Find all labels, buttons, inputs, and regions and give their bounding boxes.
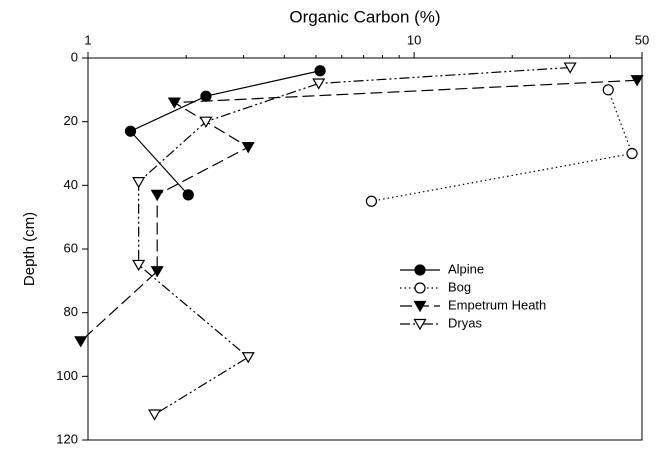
legend-marker <box>414 282 426 294</box>
y-tick-label: 0 <box>71 49 78 64</box>
marker <box>314 65 326 77</box>
legend-label: Bog <box>448 279 471 294</box>
x-tick-label: 50 <box>635 32 649 47</box>
y-tick-label: 80 <box>64 304 78 319</box>
x-tick-label: 10 <box>407 32 421 47</box>
legend-marker <box>414 264 426 276</box>
x-tick-label: 1 <box>84 32 91 47</box>
series-line <box>129 70 321 196</box>
y-tick-label: 100 <box>56 368 78 383</box>
legend-label: Empetrum Heath <box>448 297 546 312</box>
legend-marker <box>413 318 427 331</box>
x-axis-title: Organic Carbon (%) <box>289 7 440 26</box>
marker <box>200 90 212 102</box>
marker <box>199 116 213 128</box>
legend-marker <box>413 300 427 313</box>
marker <box>241 352 255 364</box>
y-axis-title: Depth (cm) <box>21 212 38 286</box>
y-tick-label: 20 <box>64 113 78 128</box>
marker <box>74 336 88 348</box>
marker <box>132 177 146 189</box>
marker <box>365 195 378 207</box>
marker <box>630 75 644 87</box>
marker <box>563 62 577 74</box>
marker <box>167 97 181 109</box>
y-tick-label: 40 <box>64 177 78 192</box>
marker <box>150 189 164 202</box>
plot-frame <box>87 57 643 441</box>
series-line <box>371 89 633 202</box>
series-line <box>80 79 638 342</box>
y-tick-label: 120 <box>56 431 78 446</box>
marker <box>626 147 638 160</box>
marker <box>241 142 255 154</box>
legend-label: Alpine <box>448 261 484 276</box>
marker <box>150 266 164 278</box>
marker <box>182 189 194 201</box>
marker <box>312 78 326 90</box>
marker <box>132 259 146 272</box>
marker <box>148 409 162 421</box>
marker <box>124 125 137 137</box>
legend-label: Dryas <box>448 315 482 330</box>
marker <box>602 84 614 96</box>
y-tick-label: 60 <box>64 240 78 255</box>
